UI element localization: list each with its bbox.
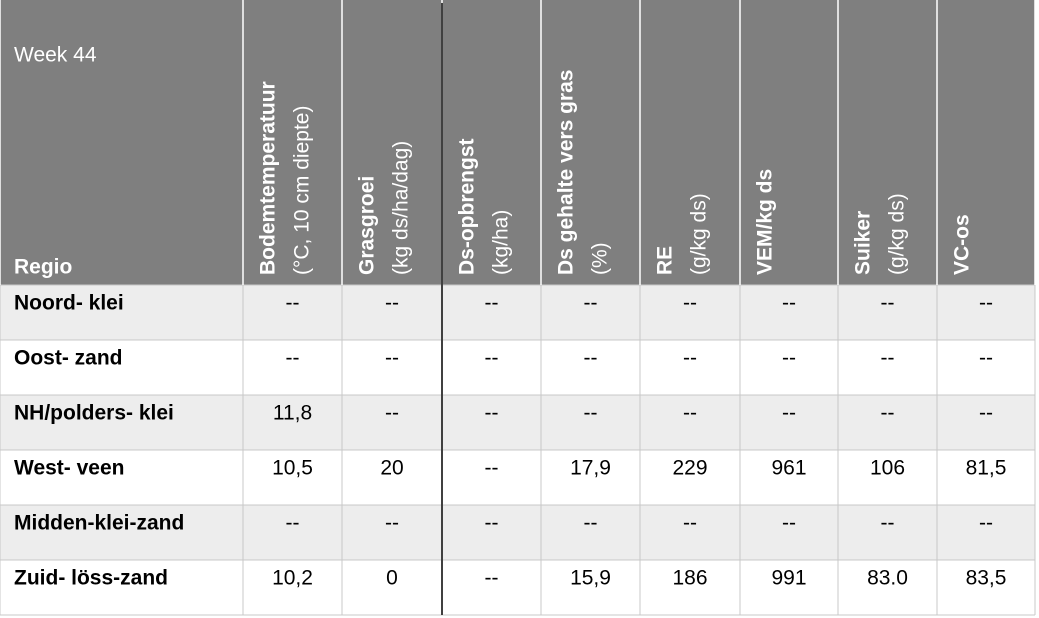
row-background — [0, 505, 1035, 560]
row-background — [0, 395, 1035, 450]
value-cell: 83,5 — [966, 567, 1007, 590]
column-header: RE — [654, 246, 677, 275]
value-cell: 83.0 — [867, 567, 908, 590]
column-header: Suiker — [852, 211, 875, 275]
row-background — [0, 450, 1035, 505]
value-cell: -- — [782, 512, 796, 535]
column-header: VC-os — [951, 214, 974, 275]
region-cell: Midden-klei-zand — [14, 512, 184, 535]
value-cell: -- — [683, 292, 697, 315]
column-unit: (g/kg ds) — [886, 193, 909, 275]
value-cell: -- — [485, 402, 499, 425]
header-background — [0, 0, 1035, 285]
row-background — [0, 560, 1035, 615]
value-cell: -- — [979, 347, 993, 370]
value-cell: 11,8 — [273, 402, 312, 425]
value-cell: 186 — [672, 567, 707, 590]
region-cell: NH/polders- klei — [14, 402, 174, 425]
row-background — [0, 340, 1035, 395]
value-cell: -- — [286, 292, 300, 315]
value-cell: 10,5 — [272, 457, 313, 480]
column-unit: (kg/ha) — [490, 210, 513, 275]
value-cell: 961 — [771, 457, 806, 480]
column-header: Bodemtemperatuur — [257, 81, 280, 275]
value-cell: 991 — [771, 567, 806, 590]
value-cell: 0 — [386, 567, 398, 590]
column-header: Grasgroei — [356, 176, 379, 275]
column-header: Ds gehalte vers gras — [555, 70, 578, 275]
value-cell: -- — [979, 402, 993, 425]
value-cell: -- — [485, 512, 499, 535]
value-cell: -- — [485, 347, 499, 370]
value-cell: -- — [683, 402, 697, 425]
value-cell: -- — [286, 347, 300, 370]
column-unit: (°C, 10 cm diepte) — [291, 106, 314, 275]
value-cell: -- — [485, 457, 499, 480]
row-background — [0, 285, 1035, 340]
value-cell: -- — [584, 512, 598, 535]
value-cell: -- — [385, 347, 399, 370]
value-cell: -- — [782, 402, 796, 425]
value-cell: -- — [385, 512, 399, 535]
value-cell: 20 — [380, 457, 403, 480]
value-cell: -- — [782, 347, 796, 370]
value-cell: -- — [683, 512, 697, 535]
value-cell: -- — [881, 347, 895, 370]
value-cell: -- — [485, 292, 499, 315]
value-cell: -- — [485, 567, 499, 590]
value-cell: 15,9 — [570, 567, 611, 590]
value-cell: -- — [881, 512, 895, 535]
value-cell: 106 — [870, 457, 905, 480]
value-cell: -- — [881, 292, 895, 315]
value-cell: 17,9 — [570, 457, 611, 480]
value-cell: 81,5 — [966, 457, 1007, 480]
value-cell: 10,2 — [272, 567, 313, 590]
value-cell: -- — [584, 292, 598, 315]
value-cell: -- — [979, 512, 993, 535]
region-cell: Noord- klei — [14, 292, 124, 315]
value-cell: -- — [385, 402, 399, 425]
region-header: Regio — [14, 256, 72, 279]
column-header: VEM/kg ds — [754, 169, 777, 275]
value-cell: -- — [683, 347, 697, 370]
column-unit: (g/kg ds) — [688, 193, 711, 275]
value-cell: 229 — [672, 457, 707, 480]
column-header: Ds-opbrengst — [456, 138, 479, 275]
column-unit: (kg ds/ha/dag) — [390, 141, 413, 275]
value-cell: -- — [881, 402, 895, 425]
value-cell: -- — [584, 402, 598, 425]
region-cell: Oost- zand — [14, 347, 123, 370]
region-cell: West- veen — [14, 457, 125, 480]
region-cell: Zuid- löss-zand — [14, 567, 168, 590]
value-cell: -- — [782, 292, 796, 315]
value-cell: -- — [286, 512, 300, 535]
column-unit: (%) — [589, 242, 612, 275]
value-cell: -- — [979, 292, 993, 315]
week-label: Week 44 — [14, 44, 97, 67]
value-cell: -- — [584, 347, 598, 370]
value-cell: -- — [385, 292, 399, 315]
